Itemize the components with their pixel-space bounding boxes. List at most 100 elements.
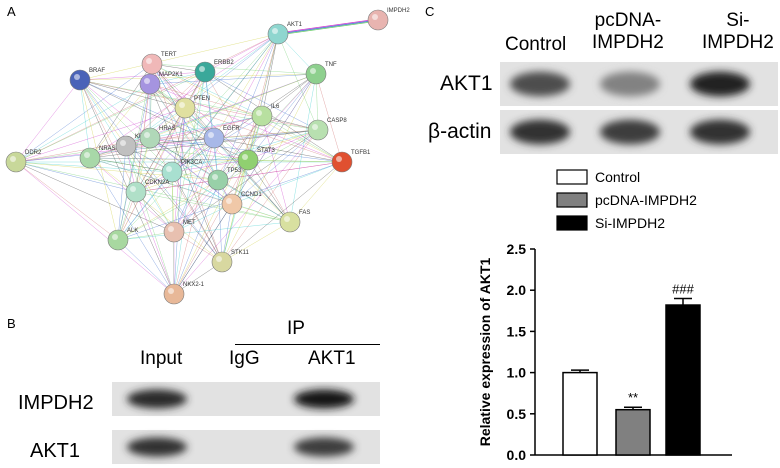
network-node-impdh2: IMPDH2 [367,8,410,31]
svg-text:NRAS: NRAS [99,146,116,152]
western-blot-strips [500,62,778,154]
wb-col-si: Si- IMPDH2 [702,10,774,53]
y-tick-label-4: 2.0 [507,282,527,298]
y-tick-label-1: 0.5 [507,406,527,422]
y-tick-label-0: 0.0 [507,447,527,463]
coip-col-igg: IgG [229,348,260,369]
wb-col-pcdna: pcDNA- IMPDH2 [592,10,664,53]
network-node-hras: HRAS [139,126,176,149]
network-node-braf: BRAF [69,68,105,91]
svg-text:MAP2K1: MAP2K1 [159,72,183,78]
network-node-alk: ALK [107,228,138,251]
svg-text:TGFB1: TGFB1 [351,150,371,156]
y-tick-label-5: 2.5 [507,241,527,257]
akt1-expression-bar-chart: Control pcDNA-IMPDH2 Si-IMPDH2 0.0 0.5 1.0 1.… [477,169,732,463]
legend-label-1: pcDNA-IMPDH2 [595,192,697,208]
panel-label-a: A [7,4,16,19]
network-node-tgfb1: TGFB1 [331,150,371,173]
network-node-nras: NRAS [79,146,116,169]
wb-band-1-1 [600,119,660,145]
network-node-stk11: STK11 [211,250,250,273]
network-node-erbb2: ERBB2 [194,60,234,83]
network-node-ddr2: DDR2 [5,150,42,173]
network-node-map2k1: MAP2K1 [139,72,183,95]
svg-text:CCND1: CCND1 [241,192,262,198]
ip-bracket-line [235,344,380,345]
network-node-il6: IL6 [251,104,280,127]
coip-col-akt1: AKT1 [308,348,356,369]
network-node-fas: FAS [279,210,310,233]
svg-text:CDKN2A: CDKN2A [145,180,169,186]
protein-interaction-network: IMPDH2 AKT1 TERT ERBB2 TNF BRAF MAP2K1 PTEN IL6 C… [5,8,410,305]
coip-row-impdh2-label: IMPDH2 [18,392,94,414]
svg-text:PTEN: PTEN [194,96,210,102]
coip-band-1-0 [127,437,187,457]
network-node-casp8: CASP8 [307,118,347,141]
wb-row-akt1-label: AKT1 [440,72,493,95]
wb-band-1-0 [510,119,570,145]
western-blot-panel: Control pcDNA- IMPDH2 Si- IMPDH2 AKT1 β-… [420,0,780,165]
network-node-nkx2-1: NKX2-1 [163,282,205,305]
svg-text:STAT3: STAT3 [257,148,275,154]
wb-band-1-2 [690,119,750,145]
svg-text:STK11: STK11 [231,250,250,256]
network-node-stat3: STAT3 [237,148,275,171]
bar-1 [615,408,651,456]
svg-text:BRAF: BRAF [89,68,105,74]
network-node-pten: PTEN [174,96,210,119]
coip-col-input: Input [140,348,183,369]
wb-band-0-2 [690,71,750,97]
legend-swatch-2 [556,215,588,231]
coip-band-1-2 [294,437,354,457]
legend-label-0: Control [595,169,640,185]
svg-text:CASP8: CASP8 [327,118,347,124]
network-node-met: MET [163,220,196,243]
y-tick-label-2: 1.0 [507,365,527,381]
svg-text:MET: MET [183,220,196,226]
bar-2 [665,304,701,456]
svg-text:NKX2-1: NKX2-1 [183,282,205,288]
coip-band-0-0 [127,389,187,409]
coip-row-akt1-label: AKT1 [30,440,81,462]
ip-label: IP [287,318,305,339]
significance-label-2: ### [672,281,694,296]
network-node-cdkn2a: CDKN2A [125,180,169,203]
network-node-tp53: TP53 [207,168,242,191]
y-axis-label: Relative expression of AKT1 [477,258,493,447]
svg-text:AKT1: AKT1 [287,22,303,28]
svg-text:TERT: TERT [161,52,177,58]
panel-label-c: C [425,4,435,19]
svg-text:ERBB2: ERBB2 [214,60,234,66]
svg-text:ALK: ALK [127,228,138,234]
network-node-akt1: AKT1 [267,22,303,45]
wb-band-0-0 [510,71,570,97]
svg-text:IMPDH2: IMPDH2 [387,8,410,14]
legend-swatch-0 [556,169,588,185]
network-node-tnf: TNF [305,62,337,85]
network-node-egfr: EGFR [203,126,240,149]
wb-band-0-1 [600,71,660,97]
svg-text:TNF: TNF [325,62,337,68]
network-node-pik3ca: PIK3CA [161,160,202,183]
coip-band-0-2 [294,389,354,409]
svg-text:EGFR: EGFR [223,126,240,132]
svg-text:FAS: FAS [299,210,310,216]
legend-swatch-1 [556,192,588,208]
svg-text:IL6: IL6 [271,104,280,110]
svg-text:PIK3CA: PIK3CA [181,160,202,166]
bar-0 [562,371,598,456]
significance-label-1: ** [628,390,638,405]
coip-blot-panel: IP Input IgG AKT1 IMPDH2 AKT1 [0,318,400,468]
wb-row-bactin-label: β-actin [428,120,492,143]
svg-text:HRAS: HRAS [159,126,176,132]
legend-label-2: Si-IMPDH2 [595,215,665,231]
error-bar-2 [674,297,692,306]
svg-text:DDR2: DDR2 [25,150,42,156]
error-bar-0 [571,369,589,373]
panel-label-b: B [7,316,16,331]
error-bar-1 [624,406,642,410]
wb-col-control: Control [505,34,567,55]
svg-text:TP53: TP53 [227,168,242,174]
network-node-tert: TERT [141,52,177,75]
coip-blot-strips [112,382,380,464]
